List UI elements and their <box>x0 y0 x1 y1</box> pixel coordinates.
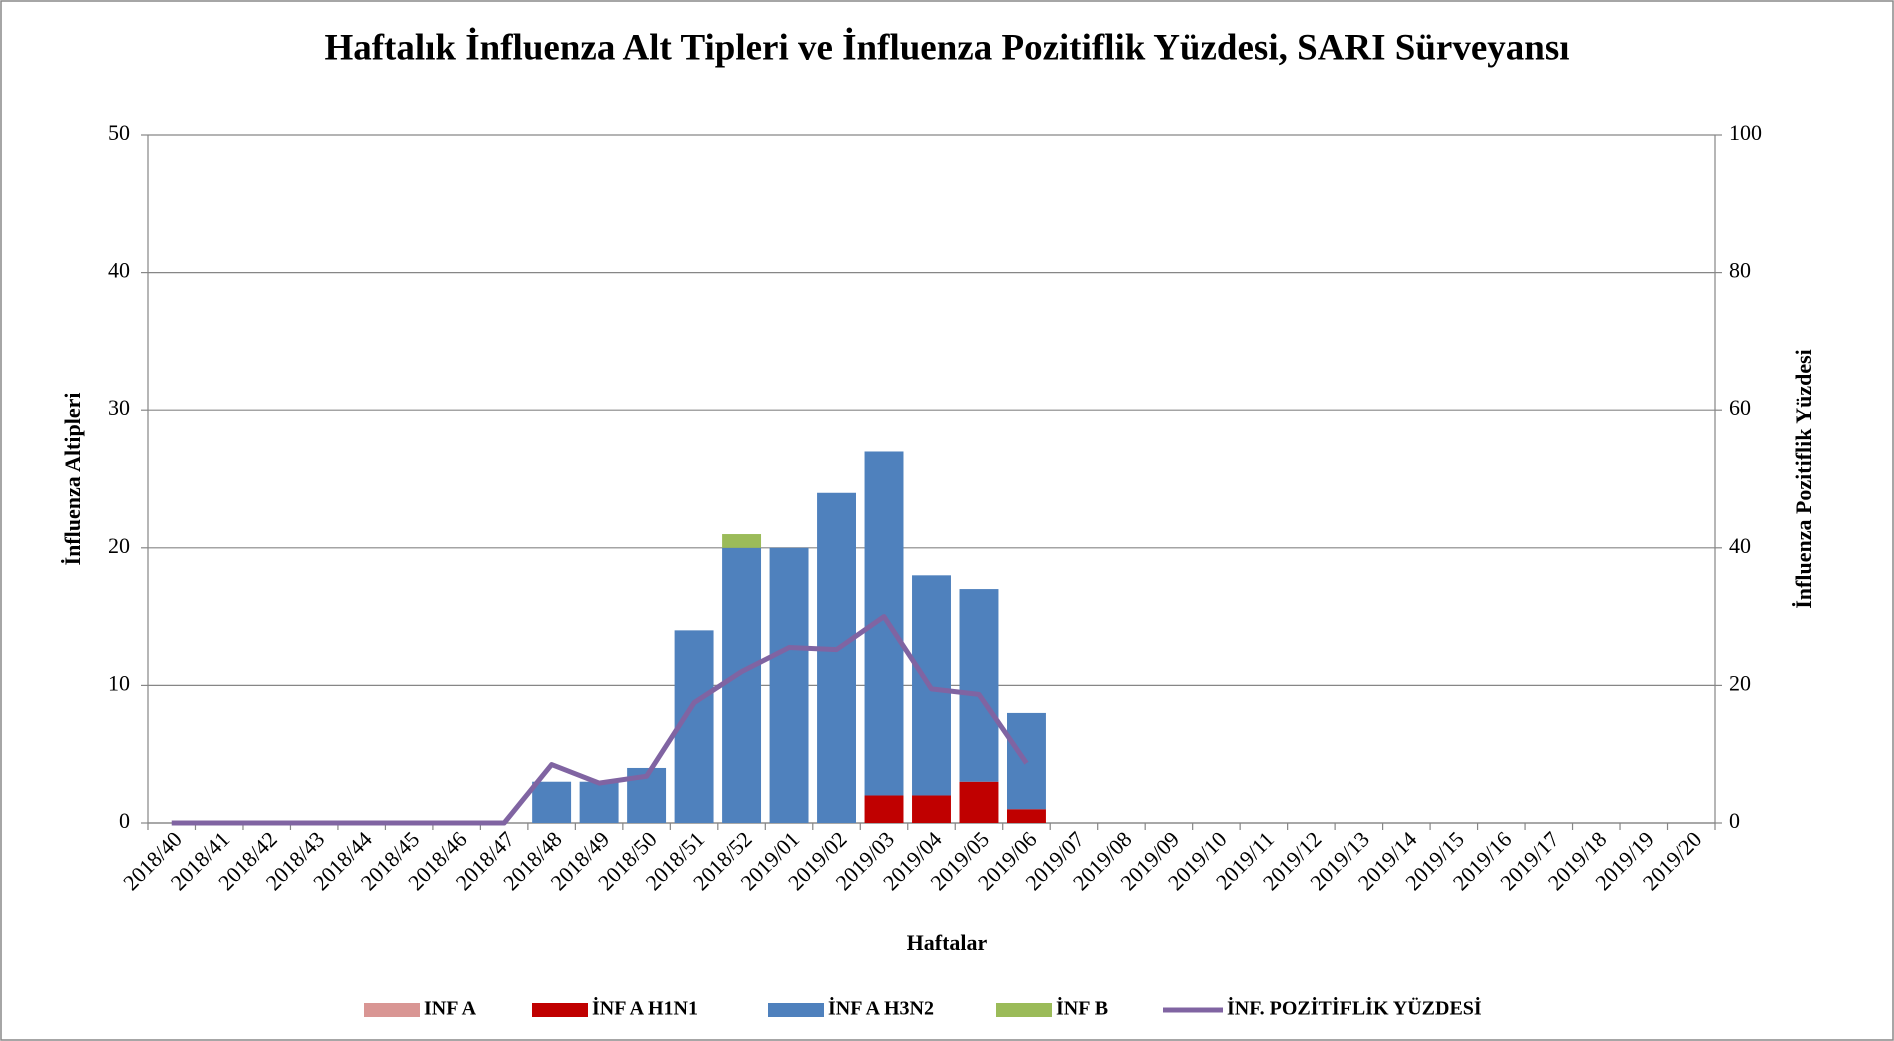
bar <box>722 534 762 548</box>
bar <box>769 547 809 823</box>
y2-axis-title: İnfluenza Pozitiflik Yüzdesi <box>1791 349 1816 609</box>
legend-label: İNF B <box>1056 996 1108 1020</box>
legend-swatch <box>532 1003 588 1017</box>
legend-label: İNF A H3N2 <box>828 996 934 1020</box>
chart-title: Haftalık İnfluenza Alt Tipleri ve İnflue… <box>324 26 1569 68</box>
bar <box>722 547 762 823</box>
y-tick-label: 0 <box>119 808 130 833</box>
legend-swatch <box>364 1003 420 1017</box>
bar <box>532 781 572 823</box>
legend-swatch <box>996 1003 1052 1017</box>
legend-swatch <box>768 1003 824 1017</box>
y2-tick-label: 100 <box>1729 120 1762 145</box>
y-tick-label: 40 <box>108 258 130 283</box>
y-tick-label: 30 <box>108 395 130 420</box>
y-tick-label: 10 <box>108 670 130 695</box>
bar <box>864 795 904 823</box>
bar <box>959 589 999 782</box>
y2-tick-label: 80 <box>1729 258 1751 283</box>
y2-tick-label: 40 <box>1729 533 1751 558</box>
y2-tick-label: 60 <box>1729 395 1751 420</box>
bar <box>579 781 619 823</box>
bar <box>817 492 856 823</box>
y-tick-label: 20 <box>108 533 130 558</box>
legend-label: İNF. POZİTİFLİK YÜZDESİ <box>1227 996 1482 1020</box>
line <box>171 614 1029 826</box>
legend-label: İNF A H1N1 <box>592 996 698 1020</box>
x-axis-title: Haftalar <box>907 930 988 955</box>
legend-label: INF A <box>424 998 477 1020</box>
y-tick-label: 50 <box>108 120 130 145</box>
y2-tick-label: 20 <box>1729 670 1751 695</box>
bar <box>959 781 999 823</box>
y-axis-title: İnfluenza Altipleri <box>60 393 85 566</box>
bar <box>1007 809 1046 823</box>
y2-tick-label: 0 <box>1729 808 1740 833</box>
bar <box>912 795 951 823</box>
